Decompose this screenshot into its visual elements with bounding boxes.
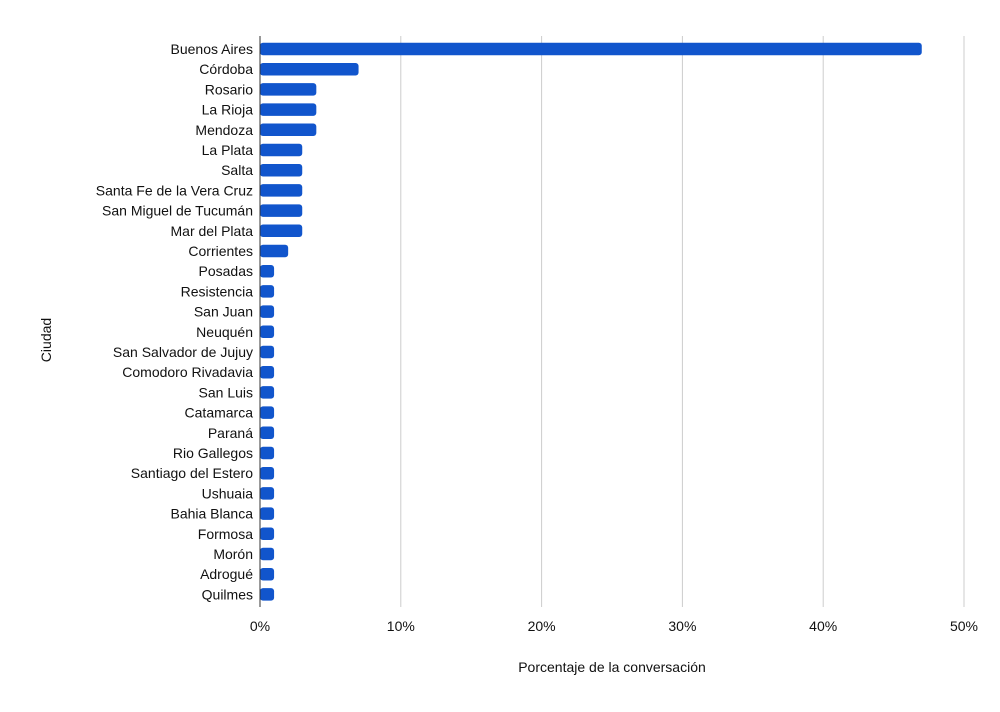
- category-label: La Rioja: [202, 102, 254, 118]
- category-label: Adrogué: [200, 566, 253, 582]
- category-label: San Miguel de Tucumán: [102, 203, 253, 219]
- bar: [260, 527, 275, 541]
- x-tick-labels: 0% 10% 20% 30% 40% 50%: [250, 618, 978, 634]
- bars: [260, 42, 922, 601]
- category-label: Bahia Blanca: [170, 506, 253, 522]
- category-label: Catamarca: [185, 405, 254, 421]
- category-label: San Luis: [199, 384, 253, 400]
- bar: [260, 466, 275, 480]
- x-tick-label: 10%: [387, 618, 415, 634]
- x-tick-label: 40%: [809, 618, 837, 634]
- category-labels: Buenos Aires Córdoba Rosario La Rioja Mendoz…: [96, 41, 253, 602]
- category-label: Ushuaia: [202, 485, 254, 501]
- bar: [260, 42, 922, 56]
- category-label: Formosa: [198, 526, 253, 542]
- category-label: Córdoba: [199, 61, 253, 77]
- category-label: Mar del Plata: [171, 223, 254, 239]
- bar: [260, 244, 289, 258]
- category-label: Comodoro Rivadavia: [122, 364, 253, 380]
- bar: [260, 426, 275, 440]
- category-label: Rosario: [205, 81, 253, 97]
- y-axis-title: Ciudad: [38, 318, 54, 362]
- category-label: Neuquén: [196, 324, 253, 340]
- bar: [260, 224, 303, 238]
- category-label: San Juan: [194, 304, 253, 320]
- category-label: Santa Fe de la Vera Cruz: [96, 182, 253, 198]
- category-label: Santiago del Estero: [131, 465, 253, 481]
- grid-lines: [400, 36, 965, 607]
- category-label: Posadas: [199, 263, 253, 279]
- bar: [260, 163, 303, 177]
- category-label: Rio Gallegos: [173, 445, 253, 461]
- bar: [260, 204, 303, 217]
- x-axis-title: Porcentaje de la conversación: [518, 659, 706, 675]
- category-label: Quilmes: [202, 586, 253, 602]
- category-label: Morón: [213, 546, 253, 562]
- bar: [260, 305, 275, 318]
- category-label: Corrientes: [188, 243, 253, 259]
- bar: [260, 345, 275, 359]
- bar: [260, 285, 275, 298]
- category-label: Mendoza: [195, 122, 253, 138]
- bar: [260, 62, 359, 76]
- bar: [260, 547, 275, 561]
- category-label: San Salvador de Jujuy: [113, 344, 253, 360]
- bar: [260, 264, 275, 278]
- bar: [260, 83, 317, 96]
- category-label: La Plata: [202, 142, 254, 158]
- bar: [260, 123, 317, 137]
- bar: [260, 184, 303, 197]
- category-label: Resistencia: [181, 283, 254, 299]
- bar: [260, 487, 275, 500]
- bar: [260, 507, 275, 520]
- x-tick-label: 50%: [950, 618, 978, 634]
- category-label: Buenos Aires: [171, 41, 254, 57]
- x-tick-label: 20%: [528, 618, 556, 634]
- bar: [260, 365, 275, 379]
- bar: [260, 567, 275, 581]
- bar: [260, 143, 303, 157]
- category-label: Salta: [221, 162, 253, 178]
- bar: [260, 325, 275, 339]
- category-label: Paraná: [208, 425, 253, 441]
- bar: [260, 406, 275, 419]
- bar: [260, 446, 275, 460]
- bar: [260, 103, 317, 116]
- bar: [260, 588, 275, 601]
- bar: [260, 386, 275, 399]
- x-tick-label: 0%: [250, 618, 270, 634]
- x-tick-label: 30%: [668, 618, 696, 634]
